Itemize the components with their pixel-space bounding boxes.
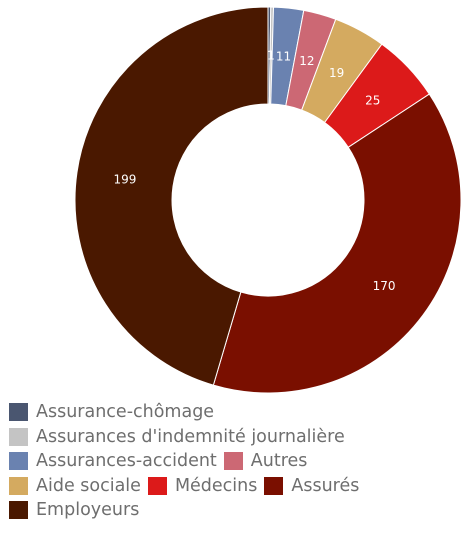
slices-group — [74, 6, 461, 394]
donut-chart: 1 11 12 19 25 170 199 — [74, 6, 461, 394]
legend-row: Assurance-chômage — [9, 400, 459, 425]
slice-value-label: 170 — [373, 279, 396, 293]
legend-item[interactable]: Assurés — [264, 474, 359, 499]
legend-label: Assurance-chômage — [36, 402, 215, 422]
slice-value-label: 11 — [276, 49, 291, 63]
legend-label: Assurés — [291, 475, 360, 496]
legend-item[interactable]: Aide sociale — [9, 474, 141, 499]
legend-swatch — [9, 452, 28, 471]
legend-swatch — [223, 452, 243, 471]
slice-value-label: 19 — [329, 66, 344, 80]
legend-swatch — [264, 476, 284, 495]
legend-item[interactable]: Autres — [223, 449, 308, 474]
slice-labels-group: 1 11 12 19 25 170 199 — [114, 49, 396, 294]
legend-item[interactable]: Employeurs — [9, 498, 139, 523]
slice-value-label: 12 — [299, 54, 314, 68]
legend-swatch — [9, 501, 28, 520]
legend-label: Médecins — [174, 475, 258, 496]
legend-row: Aide sociale Médecins Assurés — [9, 474, 459, 499]
legend-row: Assurances d'indemnité journalière — [9, 425, 459, 450]
legend-label: Assurances-accident — [36, 451, 217, 471]
chart-legend: Assurance-chômage Assurances d'indemnité … — [9, 400, 459, 523]
legend-label: Aide sociale — [36, 475, 141, 496]
slice-assur-s — [212, 93, 461, 394]
legend-label: Employeurs — [36, 500, 140, 520]
legend-swatch — [147, 476, 167, 495]
slice-employeurs — [74, 6, 269, 386]
legend-swatch — [9, 427, 28, 446]
legend-item[interactable]: Assurance-chômage — [9, 400, 214, 425]
slice-value-label: 1 — [267, 49, 275, 63]
slice-value-label: 199 — [114, 172, 137, 186]
legend-row: Employeurs — [9, 498, 459, 523]
legend-item[interactable]: Assurances-accident — [9, 449, 217, 474]
legend-swatch — [9, 403, 28, 422]
legend-item[interactable]: Médecins — [147, 474, 258, 499]
slice-value-label: 25 — [365, 93, 380, 107]
legend-label: Assurances d'indemnité journalière — [36, 426, 345, 447]
legend-label: Autres — [250, 451, 308, 471]
legend-swatch — [9, 476, 28, 495]
legend-row: Assurances-accident Autres — [9, 449, 459, 474]
legend-item[interactable]: Assurances d'indemnité journalière — [9, 425, 345, 450]
